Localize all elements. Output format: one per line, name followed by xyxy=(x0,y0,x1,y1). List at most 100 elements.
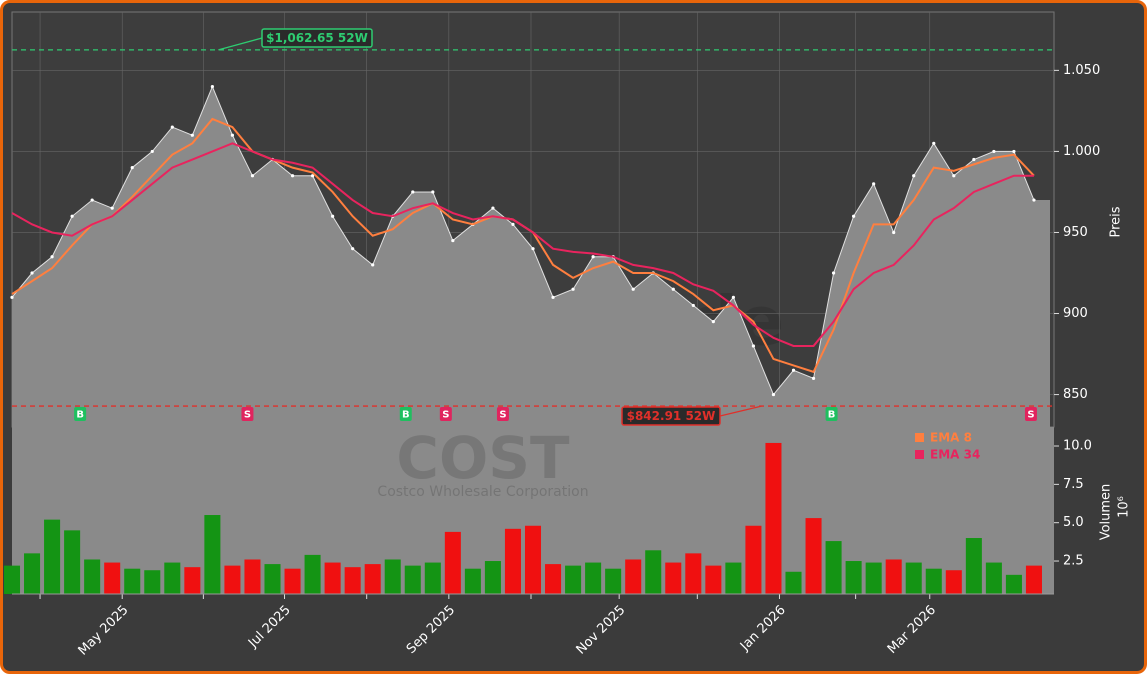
volume-bar xyxy=(805,518,822,594)
volume-bar xyxy=(344,567,361,594)
volume-bar xyxy=(304,554,321,594)
signal-marker xyxy=(74,407,87,421)
volume-bar xyxy=(424,562,441,594)
volume-bar xyxy=(985,562,1002,594)
close-point xyxy=(331,214,335,218)
close-point xyxy=(711,320,715,324)
low-box xyxy=(621,406,721,426)
volume-bar xyxy=(24,553,41,594)
ticker-watermark: COST xyxy=(396,424,570,492)
close-point xyxy=(411,190,415,194)
volume-bar xyxy=(84,559,101,594)
ema-line xyxy=(11,142,1034,347)
signal-marker xyxy=(825,407,838,421)
close-point xyxy=(571,287,575,291)
close-point xyxy=(30,271,34,275)
volume-bar xyxy=(565,565,582,594)
close-point xyxy=(90,198,94,202)
close-point xyxy=(972,157,976,162)
signal-marker xyxy=(439,407,452,421)
y2-tick-label: 10.0 xyxy=(1063,439,1092,454)
close-point xyxy=(852,214,856,218)
close-point xyxy=(431,190,435,194)
close-point xyxy=(551,295,555,299)
y-axis-label: Preis xyxy=(1109,206,1124,237)
close-point xyxy=(371,263,375,267)
volume-bar xyxy=(444,531,461,594)
volume-bar xyxy=(1005,574,1022,594)
volume-bar xyxy=(284,568,301,594)
close-point xyxy=(511,222,515,226)
y-tick-label: 850 xyxy=(1063,387,1088,402)
signal-marker xyxy=(399,407,412,421)
close-point xyxy=(731,295,735,299)
x-tick-label: Sep 2025 xyxy=(404,603,458,657)
volume-bar xyxy=(885,559,902,594)
close-point xyxy=(932,141,936,145)
y2-scale-label: 10⁶ xyxy=(1117,496,1132,518)
volume-bar xyxy=(845,561,862,594)
volume-bar xyxy=(244,559,261,594)
volume-bar xyxy=(965,538,982,594)
signal-label: S xyxy=(442,410,449,421)
volume-bar xyxy=(725,562,742,594)
y2-axis-label: Volumen xyxy=(1099,484,1114,541)
signal-marker xyxy=(1024,407,1037,421)
volume-bar xyxy=(625,559,642,594)
volume-bar xyxy=(464,568,481,594)
signal-label: S xyxy=(244,410,251,421)
close-point xyxy=(671,287,675,291)
close-point xyxy=(290,174,295,178)
legend-swatch xyxy=(915,450,924,459)
volume-bar xyxy=(64,530,81,594)
y-tick-label: 1.000 xyxy=(1063,144,1100,159)
close-point xyxy=(250,174,255,178)
company-watermark: Costco Wholesale Corporation xyxy=(377,484,588,500)
x-tick-label: Nov 2025 xyxy=(574,603,629,658)
y2-tick-label: 5.0 xyxy=(1063,515,1084,530)
volume-bar xyxy=(164,562,181,594)
close-point xyxy=(831,271,836,275)
signal-marker xyxy=(496,407,509,421)
x-tick-label: Jul 2025 xyxy=(245,603,294,652)
x-tick-label: Jan 2026 xyxy=(737,603,789,655)
volume-bar xyxy=(404,565,421,594)
volume-bar xyxy=(925,568,942,594)
close-point xyxy=(130,166,134,170)
volume-bar xyxy=(765,442,782,594)
volume-bar xyxy=(1025,565,1042,594)
volume-bar xyxy=(685,553,702,594)
close-point xyxy=(150,149,154,154)
close-point xyxy=(451,238,455,243)
volume-bar xyxy=(945,570,962,594)
volume-bar xyxy=(104,562,121,594)
volume-bar xyxy=(224,565,241,594)
y2-tick-label: 7.5 xyxy=(1063,477,1084,492)
x-tick-label: Mar 2026 xyxy=(885,603,939,657)
signal-marker xyxy=(241,407,254,421)
volume-bar xyxy=(484,561,501,594)
close-point xyxy=(70,214,74,218)
volume-bar xyxy=(665,562,682,594)
volume-bar xyxy=(705,565,722,594)
close-point xyxy=(531,247,535,251)
close-point xyxy=(1032,198,1036,202)
close-point xyxy=(912,174,916,178)
signal-label: S xyxy=(1027,410,1034,421)
y-tick-label: 1.050 xyxy=(1063,63,1100,78)
y-tick-label: 900 xyxy=(1063,306,1088,321)
high-label: $1,062.65 52W xyxy=(266,31,368,45)
volume-bar xyxy=(504,528,521,594)
volume-bar xyxy=(204,515,221,594)
high-arrow xyxy=(218,37,263,51)
close-point xyxy=(872,182,876,186)
volume-bar xyxy=(324,562,341,594)
volume-bar xyxy=(905,562,922,594)
high-box xyxy=(261,28,373,48)
close-point xyxy=(892,230,896,235)
close-point xyxy=(230,133,235,137)
signal-label: B xyxy=(402,410,410,421)
signal-label: B xyxy=(828,410,836,421)
